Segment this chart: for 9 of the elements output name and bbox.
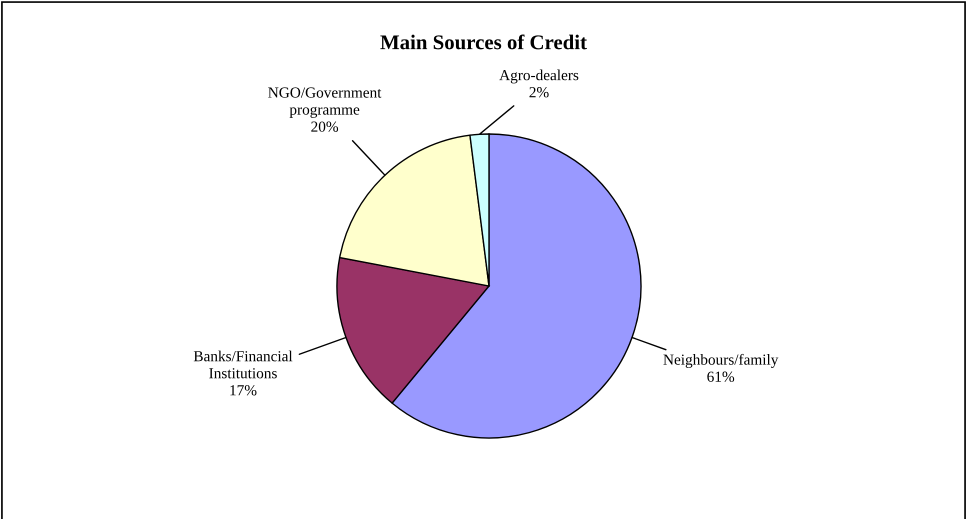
data-label: 20% [311,122,338,132]
data-label: 2% [529,87,549,98]
data-label: 61% [707,372,734,382]
slice-label: Banks/Financial Institutions [194,350,292,378]
chart-title: Main Sources of Credit [380,34,587,50]
slice-label: NGO/Government programme [268,87,382,118]
slice-label: Neighbours/family [663,354,778,368]
slice-label: Agro-dealers [499,70,578,84]
data-label: 17% [230,385,256,396]
